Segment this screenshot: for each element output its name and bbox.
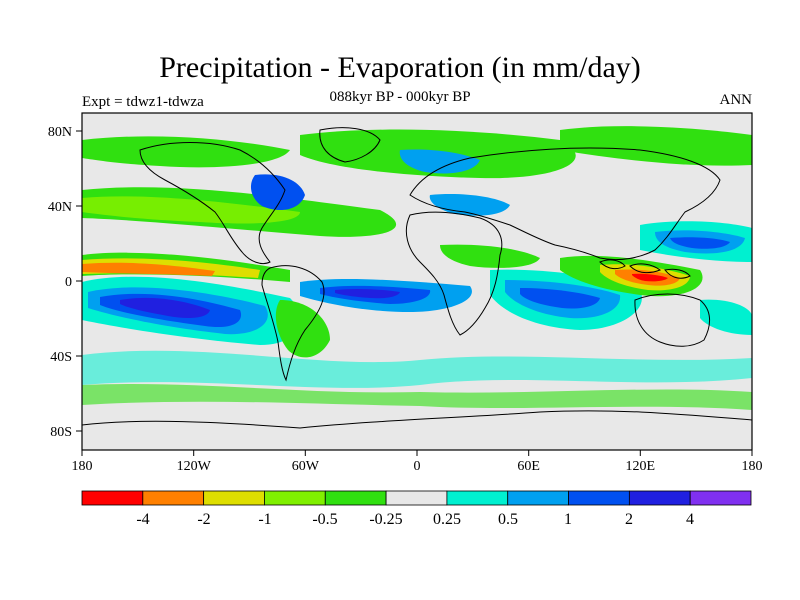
- colorbar-swatch: [689, 490, 752, 506]
- colorbar-label: -2: [197, 511, 210, 528]
- lon-tick-label: 0: [414, 459, 421, 474]
- colorbar-swatch: [568, 490, 630, 506]
- map-panel: [82, 113, 752, 450]
- field-patch: [670, 237, 730, 249]
- field-patch: [82, 136, 290, 168]
- colorbar-label: -0.5: [312, 511, 337, 528]
- lat-tick-label: 0: [65, 275, 72, 290]
- colorbar-label: 1: [564, 511, 572, 528]
- lat-tick-label: 40N: [48, 200, 72, 215]
- north-america-coast: [139, 142, 286, 265]
- lon-tick-label: 120W: [177, 459, 212, 474]
- greenland-coast: [319, 127, 381, 163]
- field-patch: [250, 174, 305, 211]
- colorbar-labels: -4 -2 -1 -0.5 -0.25 0.25 0.5 1 2 4: [136, 511, 694, 528]
- colorbar-swatch: [142, 490, 205, 506]
- lon-tick-label: 60W: [292, 459, 320, 474]
- field-patch: [82, 196, 300, 224]
- coastlines: [82, 127, 752, 429]
- map-title: Precipitation - Evaporation (in mm/day): [159, 51, 641, 84]
- field-patch: [560, 126, 752, 166]
- colorbar-label: -1: [258, 511, 271, 528]
- lat-ticks: 80N 40N 0 40S 80S: [48, 125, 82, 440]
- field-patch: [82, 350, 752, 388]
- field-patch: [520, 288, 600, 309]
- experiment-label: Expt = tdwz1-tdwza: [82, 94, 204, 110]
- colorbar-label: 0.25: [433, 511, 461, 528]
- pme-field: [82, 126, 752, 410]
- lon-tick-label: 60E: [517, 459, 540, 474]
- field-patch: [700, 299, 752, 335]
- colorbar-swatch: [446, 490, 509, 506]
- eurasia-coast: [409, 147, 721, 261]
- south-america-coast: [261, 265, 325, 382]
- colorbar-swatch: [324, 490, 387, 506]
- colorbar-swatch: [203, 490, 265, 506]
- colorbar-label: -4: [136, 511, 149, 528]
- colorbar-swatch: [507, 490, 569, 506]
- lon-ticks: 180 120W 60W 0 60E 120E 180: [72, 450, 763, 474]
- colorbar-swatch: [628, 490, 691, 506]
- field-patch: [120, 297, 210, 318]
- antarctica-coast: [82, 410, 752, 429]
- field-patch: [440, 244, 540, 268]
- lat-tick-label: 80S: [50, 425, 72, 440]
- colorbar-label: 0.5: [498, 511, 518, 528]
- lat-tick-label: 80N: [48, 125, 72, 140]
- field-patch: [82, 262, 215, 276]
- lat-tick-label: 40S: [50, 350, 72, 365]
- colorbar-label: -0.25: [369, 511, 402, 528]
- colorbar-swatch: [81, 490, 144, 506]
- lon-tick-label: 180: [72, 459, 93, 474]
- africa-coast: [405, 211, 503, 336]
- lon-tick-label: 180: [742, 459, 763, 474]
- season-label: ANN: [719, 92, 753, 108]
- field-patch: [632, 273, 668, 282]
- colorbar-label: 2: [625, 511, 633, 528]
- map-subtitle: 088kyr BP - 000kyr BP: [329, 89, 471, 105]
- lon-tick-label: 120E: [626, 459, 656, 474]
- field-patch: [399, 149, 480, 174]
- field-patch: [82, 383, 752, 410]
- maritime-continent-coast: [599, 259, 691, 279]
- colorbar-swatch: [385, 490, 448, 506]
- colorbar-label: 4: [686, 511, 694, 528]
- australia-coast: [634, 293, 710, 347]
- field-patch: [335, 288, 400, 299]
- colorbar: [81, 490, 752, 506]
- colorbar-swatch: [264, 490, 326, 506]
